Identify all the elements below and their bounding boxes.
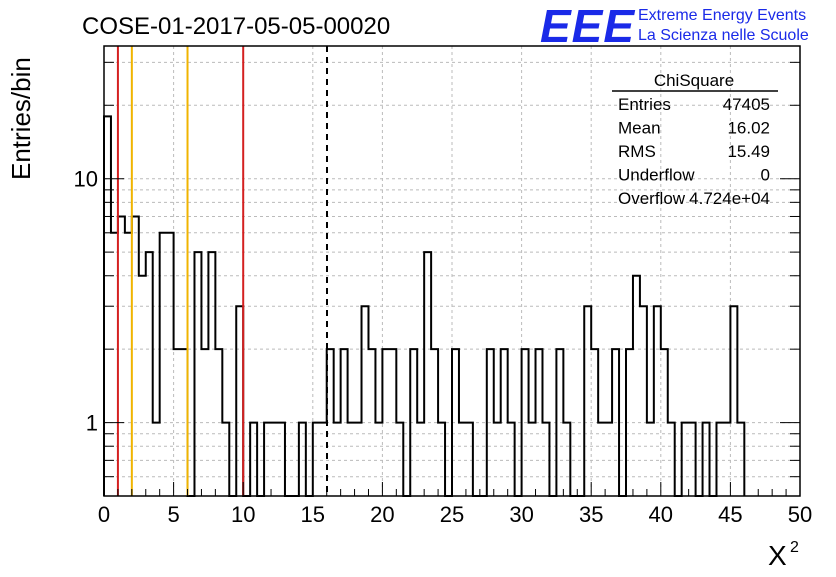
stats-title: ChiSquare <box>654 71 734 90</box>
logo-line2: La Scienza nelle Scuole <box>638 27 809 44</box>
histogram-bin <box>208 252 215 496</box>
histogram-bin <box>125 233 132 496</box>
histogram-bin <box>146 252 153 496</box>
x-tick-label: 0 <box>98 502 110 527</box>
x-axis-label: X 2 <box>768 539 799 571</box>
x-tick-label: 25 <box>440 502 464 527</box>
stats-label: Mean <box>618 119 661 138</box>
stats-box: ChiSquare Entries 47405 Mean 16.02 RMS 15.49 U… <box>612 71 778 208</box>
histogram-bin <box>167 233 174 496</box>
x-tick-label: 45 <box>718 502 742 527</box>
histogram-bin <box>584 306 591 496</box>
histogram-bin <box>132 216 139 496</box>
y-tick-label: 10 <box>74 167 98 192</box>
stats-label: Underflow <box>618 166 695 185</box>
histogram-bin <box>633 276 640 496</box>
stats-label: Overflow <box>618 189 686 208</box>
y-axis-ticks: 1 10 <box>74 61 800 497</box>
reference-lines <box>116 46 328 496</box>
y-tick-label: 1 <box>86 411 98 436</box>
x-tick-label: 30 <box>509 502 533 527</box>
logo-line1: Extreme Energy Events <box>638 7 806 24</box>
x-axis-label-superscript: 2 <box>790 539 799 556</box>
stats-value: 0 <box>761 166 770 185</box>
x-axis-label-main: X <box>768 540 787 571</box>
histogram-outline <box>103 115 746 497</box>
histogram-bin <box>194 252 201 496</box>
histogram-bin <box>730 306 737 496</box>
stats-label: RMS <box>618 142 656 161</box>
histogram-bin <box>640 306 647 496</box>
x-tick-label: 15 <box>301 502 325 527</box>
histogram-bin <box>160 233 167 496</box>
histogram-bin <box>118 216 125 496</box>
stats-label: Entries <box>618 95 671 114</box>
stats-value: 15.49 <box>727 142 770 161</box>
stats-value: 4.724e+04 <box>689 189 770 208</box>
x-tick-label: 10 <box>231 502 255 527</box>
chart-title: COSE-01-2017-05-05-00020 <box>82 13 390 40</box>
histogram-bin <box>139 276 146 496</box>
histogram-bin <box>424 252 431 496</box>
eee-logo: EEE Extreme Energy Events La Scienza nel… <box>540 0 809 52</box>
histogram-bin <box>236 306 243 496</box>
x-tick-label: 40 <box>649 502 673 527</box>
histogram-bars <box>103 115 746 497</box>
x-tick-label: 50 <box>788 502 812 527</box>
x-axis-ticks: 0 5 10 15 20 25 30 35 40 45 50 <box>98 482 812 527</box>
x-tick-label: 5 <box>167 502 179 527</box>
histogram-bin <box>654 306 661 496</box>
x-tick-label: 35 <box>579 502 603 527</box>
histogram-bin <box>362 306 369 496</box>
stats-value: 47405 <box>723 95 770 114</box>
y-axis-label: Entries/bin <box>6 57 36 180</box>
logo-mark: EEE <box>540 0 635 52</box>
histogram-bin <box>111 233 118 496</box>
x-tick-label: 20 <box>370 502 394 527</box>
stats-value: 16.02 <box>727 119 770 138</box>
